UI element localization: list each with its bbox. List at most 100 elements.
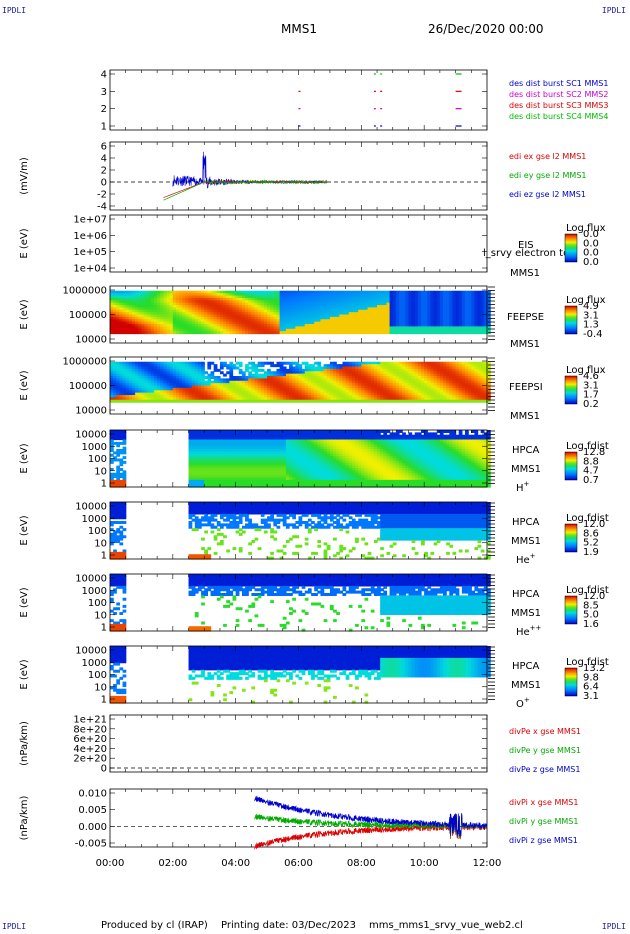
y-tick-label: 1000	[82, 442, 107, 453]
y-tick-label: 100	[88, 598, 107, 609]
y-tick-label: 10000	[75, 430, 107, 441]
x-tick-label: 06:00	[284, 858, 313, 869]
instrument-label: HPCA	[512, 661, 540, 672]
y-tick-label: 4e+20	[73, 744, 107, 755]
colorbar-tick-label: 0.0	[583, 229, 599, 240]
legend-entry: divPi z gse MMS1	[509, 836, 578, 845]
colorbar-tick-label: 4.6	[583, 371, 599, 382]
colorbar-hpca_h	[564, 451, 578, 481]
legend-entry: edi ey gse l2 MMS1	[509, 171, 587, 180]
legend-entry: des dist burst SC2 MMS2	[509, 90, 608, 99]
colorbar-title: Log flux	[566, 223, 606, 234]
panel-frame-edi	[109, 141, 488, 211]
heatmap-hpca_hepp	[110, 574, 491, 632]
y-axis-label: (nPa/km)	[19, 721, 30, 766]
y-tick-label: 1000	[82, 658, 107, 669]
spacecraft-label: MMS1	[511, 608, 541, 619]
y-tick-label: 10	[94, 682, 107, 693]
y-tick-label: 6e+20	[73, 734, 107, 745]
colorbar-title: Log flux	[566, 295, 606, 306]
colorbar-tick-label: 4.9	[583, 301, 599, 312]
heatmap-hpca_o	[110, 646, 491, 704]
header-datetime: 26/Dec/2020 00:00	[428, 22, 544, 36]
instrument-label: HPCA	[512, 445, 540, 456]
colorbar-hpca_he	[564, 523, 578, 553]
y-tick-label: 0	[101, 178, 107, 189]
instrument-label: HPCA	[512, 589, 540, 600]
y-tick-label: 0.000	[78, 822, 107, 833]
spacecraft-label: MMS1	[511, 680, 541, 691]
y-axis-label: E (eV)	[19, 515, 30, 545]
y-tick-label: 1	[101, 623, 107, 634]
corner-label-top-right: IPDLI	[601, 6, 626, 15]
colorbar-hpca_o	[564, 667, 578, 697]
y-tick-label: 1e+04	[73, 264, 107, 275]
y-axis-label: E (eV)	[19, 299, 30, 329]
instrument-label: FEEPSI	[509, 382, 543, 393]
colorbar-tick-label: 4.7	[583, 466, 599, 477]
y-tick-label: 100	[88, 454, 107, 465]
colorbar-tick-label: 3.1	[583, 691, 599, 702]
colorbar-tick-label: 12.0	[583, 519, 605, 530]
species-label: He+	[516, 552, 536, 566]
colorbar-tick-label: 13.2	[583, 663, 605, 674]
y-tick-label: 0	[101, 764, 107, 775]
spacecraft-label: MMS1	[511, 464, 541, 475]
y-tick-label: 2	[101, 104, 107, 115]
heatmap-hpca_h	[110, 430, 491, 488]
species-label: He++	[516, 624, 542, 638]
y-tick-label: 1	[101, 122, 107, 133]
spacecraft-label: MMS1	[510, 339, 540, 350]
series-divpi-z	[254, 795, 488, 837]
heatmap-feepse	[110, 290, 491, 335]
legend-entry: edi ex gse l2 MMS1	[509, 152, 586, 161]
y-axis-label: E (eV)	[19, 370, 30, 400]
x-tick-label: 08:00	[347, 858, 376, 869]
colorbar-tick-label: 0.0	[583, 248, 599, 259]
instrument-label: HPCA	[512, 517, 540, 528]
colorbar-title: Log fdist	[566, 585, 609, 596]
panel-frame-burst	[109, 69, 488, 131]
colorbar-tick-label: 9.8	[583, 672, 599, 683]
panel-frame-eis	[109, 214, 488, 273]
footer-filename: mms_mms1_srvy_vue_web2.cl	[369, 920, 523, 931]
y-tick-label: 2	[101, 166, 107, 177]
y-tick-label: 1e+05	[73, 247, 107, 258]
y-axis-label: E (eV)	[19, 587, 30, 617]
y-tick-label: 2e+20	[73, 754, 107, 765]
colorbar-tick-label: 5.0	[583, 610, 599, 621]
colorbar-title: Log flux	[566, 365, 606, 376]
y-tick-label: 0.005	[78, 805, 107, 816]
header-spacecraft: MMS1	[281, 22, 317, 36]
heatmap-feepsi	[110, 361, 491, 403]
y-tick-label: 100	[88, 526, 107, 537]
y-tick-label: 1000	[82, 514, 107, 525]
series-edi-ey	[163, 179, 328, 201]
overlay-text: l_srvy electron to	[483, 248, 569, 259]
y-tick-label: 1e+21	[73, 715, 107, 726]
y-tick-label: 4	[101, 70, 107, 81]
y-tick-label: 10	[94, 538, 107, 549]
y-tick-label: 1000	[82, 586, 107, 597]
instrument-label: FEEPSE	[507, 312, 544, 323]
colorbar-tick-label: 1.9	[583, 547, 599, 558]
y-tick-label: 1	[101, 551, 107, 562]
colorbar-tick-label: 0.0	[583, 257, 599, 268]
footer-printing-date: Printing date: 03/Dec/2023	[221, 920, 357, 931]
y-tick-label: 1000000	[62, 357, 107, 368]
legend-entry: edi ez gse l2 MMS1	[509, 190, 586, 199]
y-tick-label: 1000000	[62, 286, 107, 297]
instrument-label: EIS	[518, 240, 534, 251]
y-tick-label: -2	[97, 190, 107, 201]
colorbar-title: Log fdist	[566, 441, 609, 452]
colorbar-tick-label: 8.6	[583, 528, 599, 539]
y-axis-label: E (eV)	[19, 659, 30, 689]
x-tick-label: 04:00	[221, 858, 250, 869]
y-tick-label: 100000	[69, 381, 107, 392]
corner-label-bottom-right: IPDLI	[601, 922, 626, 931]
y-tick-label: 10	[94, 466, 107, 477]
y-tick-label: 100	[88, 670, 107, 681]
spacecraft-label: MMS1	[510, 411, 540, 422]
species-label: O+	[516, 696, 530, 710]
